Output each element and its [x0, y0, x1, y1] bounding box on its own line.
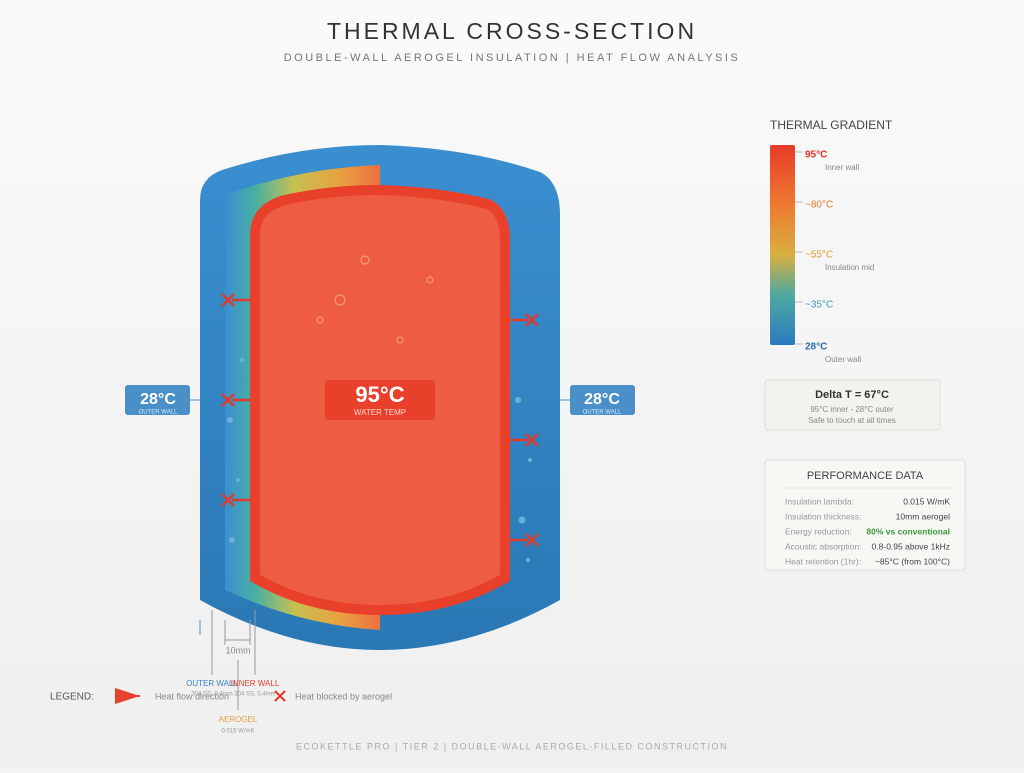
left-temp: 28°C [140, 391, 176, 408]
left-label: OUTER WALL [139, 410, 178, 416]
stop-label: 95°C [805, 150, 827, 161]
stop-label: ~80°C [805, 200, 833, 211]
row-label: Insulation thickness: [785, 511, 862, 521]
stop-label: ~35°C [805, 300, 833, 311]
stop-label: ~55°C [805, 250, 833, 261]
legend-item: Heat flow direction [155, 691, 229, 701]
gradient-bar [770, 145, 795, 345]
stop-note: Inner wall [825, 163, 859, 172]
right-temp: 28°C [584, 391, 620, 408]
legend-label: LEGEND: [50, 692, 94, 703]
inner-spec: 304 SS, 0.4mm [234, 692, 275, 698]
water-label: WATER TEMP [354, 408, 406, 417]
row-value: 10mm aerogel [896, 511, 950, 521]
delta-line: Safe to touch at all times [808, 416, 896, 425]
delta-box [764, 379, 941, 431]
performance-title: PERFORMANCE DATA [807, 470, 924, 482]
stop-note: Insulation mid [825, 263, 874, 272]
gradient-title: THERMAL GRADIENT [770, 118, 893, 132]
water-temp: 95°C [355, 382, 404, 407]
delta-line: 95°C inner - 28°C outer [810, 405, 894, 414]
aerogel-label: AEROGEL [219, 715, 258, 724]
delta-title: Delta T = 67°C [815, 389, 889, 401]
row-label: Energy reduction: [785, 526, 852, 536]
outer-label: OUTER WALL [186, 679, 238, 688]
inner-label: INNER WALL [231, 679, 280, 688]
title: THERMAL CROSS-SECTION [327, 18, 697, 44]
outer-spec: 304 SS, 0.4mm [191, 692, 232, 698]
dimension [199, 610, 256, 710]
row-value: 0.015 W/mK [903, 496, 950, 506]
dimension-label: 10mm [225, 645, 250, 655]
row-value: ~85°C (from 100°C) [875, 556, 950, 566]
footer: ECOKETTLE PRO | TIER 2 | DOUBLE-WALL AER… [296, 741, 728, 751]
stop-label: 28°C [805, 342, 827, 353]
subtitle: DOUBLE-WALL AEROGEL INSULATION | HEAT FL… [284, 52, 741, 64]
stop-note: Outer wall [825, 355, 861, 364]
legend-item: Heat blocked by aerogel [295, 691, 392, 701]
left-tag [125, 385, 190, 415]
row-value: 80% vs conventional [866, 526, 950, 536]
aerogel-spec: 0.015 W/mK [221, 729, 254, 735]
right-label: OUTER WALL [583, 410, 622, 416]
row-label: Acoustic absorption: [785, 541, 862, 551]
row-value: 0.8-0.95 above 1kHz [872, 541, 950, 551]
row-label: Heat retention (1hr): [785, 556, 861, 566]
row-label: Insulation lambda: [785, 496, 854, 506]
water-tag [325, 380, 435, 420]
right-tag [570, 385, 635, 415]
